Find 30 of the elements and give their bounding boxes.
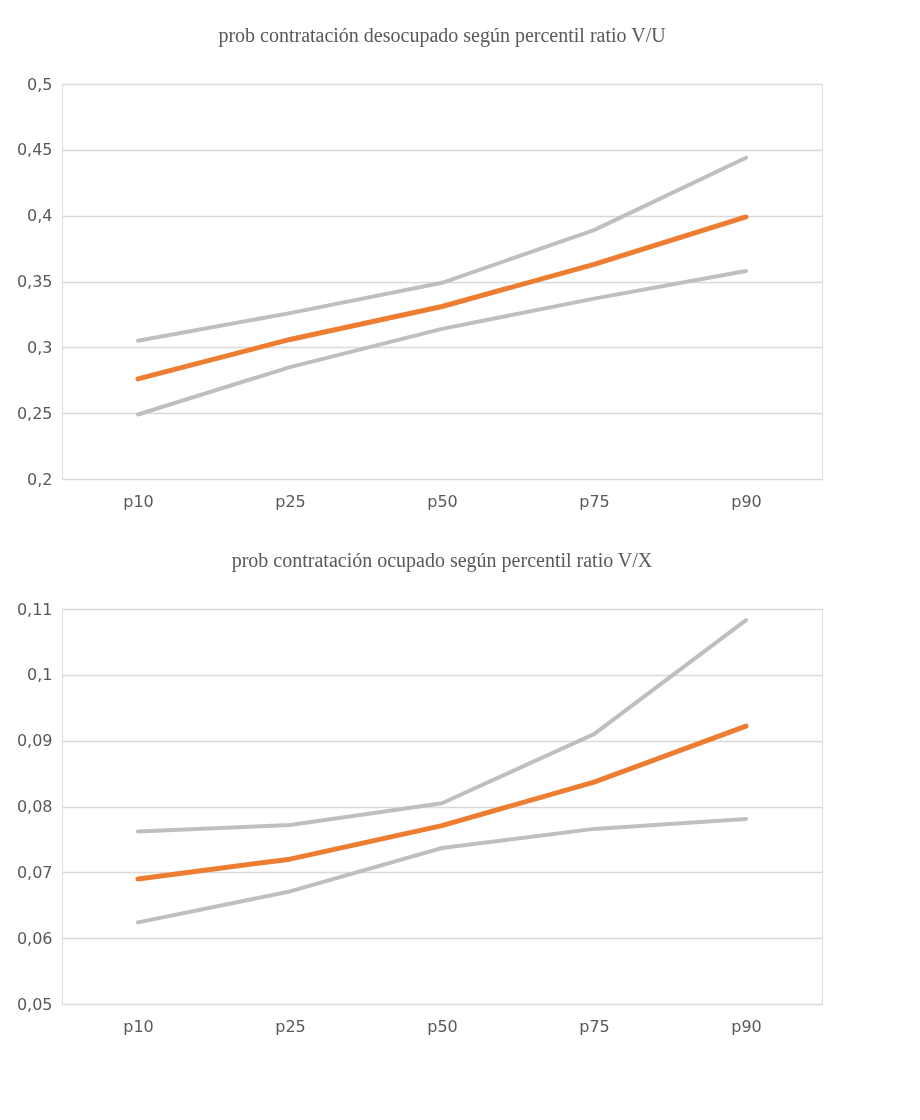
line-series [136, 155, 748, 343]
x-tick-label: p25 [275, 1016, 306, 1036]
line-series [136, 268, 748, 417]
line-series [136, 618, 748, 834]
y-tick-label: 0,06 [16, 928, 53, 948]
y-tick-label: 0,25 [16, 403, 53, 423]
x-tick-label: p50 [427, 1016, 458, 1036]
x-tick-label: p75 [579, 491, 610, 511]
y-tick-label: 0,5 [27, 74, 53, 94]
y-tick-label: 0,08 [16, 797, 53, 816]
y-tick-label: 0,3 [27, 337, 53, 357]
y-tick-label: 0,45 [16, 140, 53, 160]
line-series [136, 817, 748, 925]
x-tick-label: p90 [731, 1016, 762, 1036]
y-tick-label: 0,4 [27, 206, 53, 226]
y-tick-label: 0,2 [27, 469, 53, 489]
x-tick-label: p90 [731, 491, 762, 511]
x-tick-label: p75 [579, 1016, 610, 1036]
x-tick-label: p25 [275, 491, 306, 511]
x-tick-label: p50 [427, 491, 458, 511]
y-tick-label: 0,11 [16, 599, 53, 619]
y-tick-label: 0,35 [16, 272, 53, 291]
y-tick-label: 0,09 [16, 731, 53, 751]
x-tick-label: p10 [123, 1016, 154, 1036]
x-tick-label: p10 [123, 491, 154, 511]
y-tick-label: 0,07 [16, 862, 53, 882]
y-tick-label: 0,05 [16, 994, 53, 1014]
chart-title: prob contratación ocupado según percentil ratio V/X [231, 549, 653, 572]
chart-title: prob contratación desocupado según percentil ratio V/U [218, 24, 667, 47]
y-tick-label: 0,1 [27, 665, 53, 685]
